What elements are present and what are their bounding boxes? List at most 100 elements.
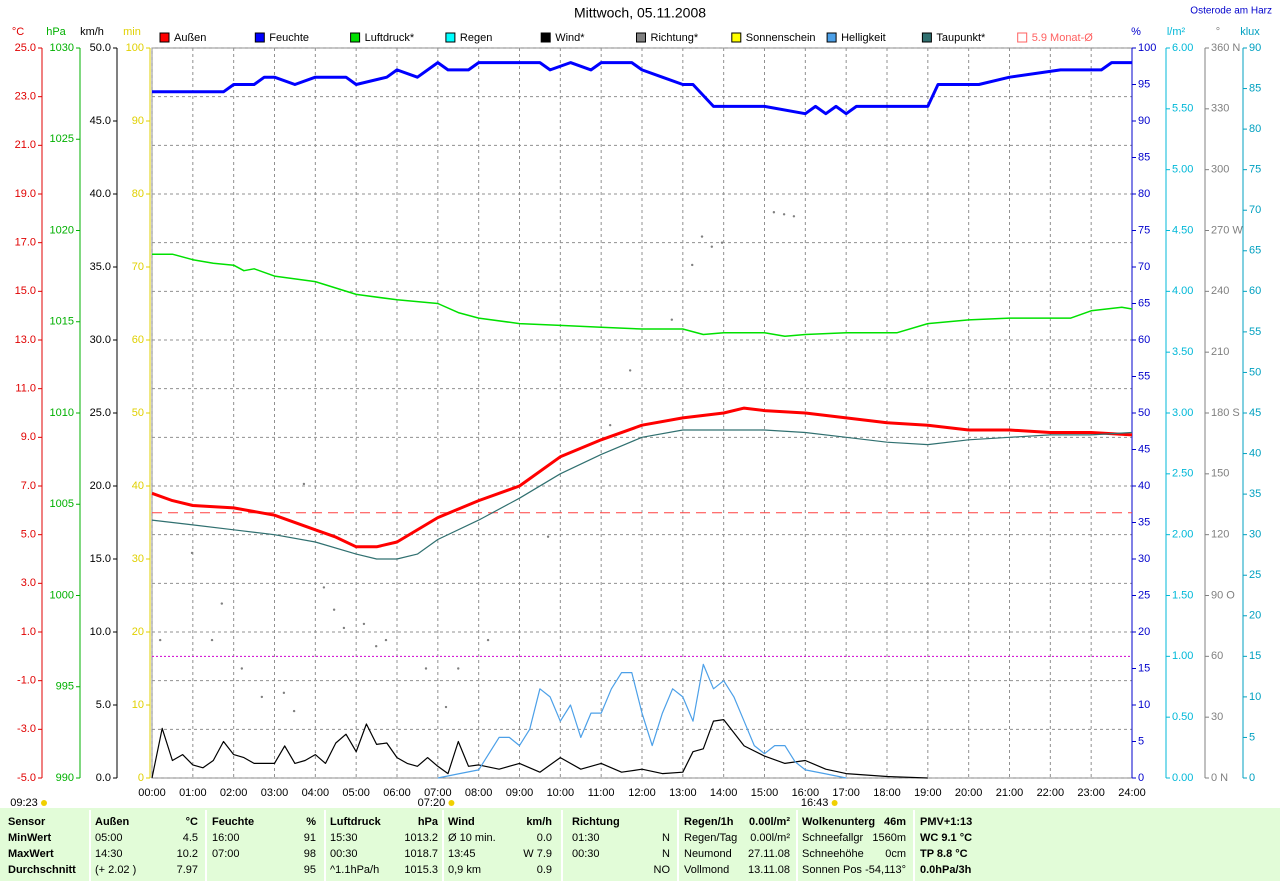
y-tick-label: 3.50 <box>1172 346 1193 358</box>
stats-cell: Vollmond <box>684 864 729 876</box>
y-tick-label: 50.0 <box>90 42 111 54</box>
stats-cell: 0,9 km <box>448 864 481 876</box>
y-tick-label: 23.0 <box>15 91 36 103</box>
y-tick-label: 1005 <box>50 498 74 510</box>
stats-cell: Durchschnitt <box>8 864 76 876</box>
x-tick-label: 21:00 <box>996 787 1024 799</box>
y-tick-label: 80 <box>1249 123 1261 135</box>
direction-dot <box>546 535 550 538</box>
x-tick-label: 00:00 <box>138 787 166 799</box>
legend-label: Taupunkt* <box>936 32 986 44</box>
stats-cell: 4.5 <box>183 832 198 844</box>
legend-swatch <box>731 32 742 43</box>
y-tick-label: 45 <box>1138 443 1150 455</box>
stats-cell: Luftdruck <box>330 816 382 828</box>
y-tick-label: 210 <box>1211 346 1229 358</box>
y-tick-label: 15.0 <box>90 553 111 565</box>
y-tick-label: 25.0 <box>90 407 111 419</box>
legend-label: Außen <box>174 32 206 44</box>
stats-cell: Wind <box>448 816 475 828</box>
y-tick-label: 90 <box>1138 115 1150 127</box>
direction-dot <box>190 551 194 555</box>
x-tick-label: 06:00 <box>383 787 411 799</box>
stats-cell: 91 <box>304 832 316 844</box>
axis-unit: l/m² <box>1167 26 1186 38</box>
stats-cell: N <box>662 848 670 860</box>
y-tick-label: 6.00 <box>1172 42 1193 54</box>
location: Osterode am Harz <box>1190 6 1272 17</box>
x-tick-label: 22:00 <box>1037 787 1065 799</box>
x-tick-label: 07:00 <box>424 787 452 799</box>
direction-dot <box>384 638 388 642</box>
stats-cell: hPa <box>418 816 439 828</box>
y-tick-label: 50 <box>1138 407 1150 419</box>
x-tick-label: 01:00 <box>179 787 207 799</box>
y-tick-label: 2.50 <box>1172 468 1193 480</box>
direction-dot <box>424 667 428 670</box>
y-tick-label: 300 <box>1211 164 1229 176</box>
y-tick-label: 360 N <box>1211 42 1240 54</box>
y-tick-label: 45.0 <box>90 115 111 127</box>
x-tick-label: 02:00 <box>220 787 248 799</box>
direction-dot <box>332 608 336 611</box>
x-tick-label: 18:00 <box>873 787 901 799</box>
direction-dot <box>772 211 776 214</box>
direction-dot <box>628 369 632 372</box>
y-tick-label: 60 <box>132 334 144 346</box>
y-tick-label: 10 <box>132 699 144 711</box>
axis-unit: klux <box>1240 26 1260 38</box>
y-tick-label: 45 <box>1249 407 1261 419</box>
stats-cell: 0.00l/m² <box>750 832 790 844</box>
legend-label: 5.9 Monat-Ø <box>1032 32 1094 44</box>
y-tick-label: 80 <box>1138 188 1150 200</box>
stats-cell: Feuchte <box>212 816 254 828</box>
y-tick-label: -1.0 <box>17 675 36 687</box>
y-tick-label: 90 O <box>1211 589 1235 601</box>
direction-dot <box>457 667 460 670</box>
series-line <box>437 663 847 779</box>
y-tick-label: -3.0 <box>17 723 36 735</box>
direction-dot <box>210 638 214 642</box>
y-tick-label: 19.0 <box>15 188 36 200</box>
x-tick-label: 09:00 <box>506 787 534 799</box>
stats-panel <box>0 808 1280 881</box>
x-tick-label: 12:00 <box>628 787 656 799</box>
stats-cell: NO <box>654 864 671 876</box>
y-tick-label: 20 <box>1138 626 1150 638</box>
direction-dot <box>220 602 224 605</box>
direction-dot <box>362 622 366 626</box>
y-tick-label: 1015 <box>50 316 74 328</box>
stats-cell: 13.11.08 <box>748 864 790 876</box>
direction-dot <box>282 691 286 695</box>
y-tick-label: 60 <box>1211 650 1223 662</box>
y-tick-label: 0 N <box>1211 772 1228 784</box>
y-tick-label: 5.0 <box>96 699 111 711</box>
y-tick-label: 1020 <box>50 224 74 236</box>
legend-swatch <box>636 32 646 43</box>
stats-cell: 0.00l/m² <box>749 816 790 828</box>
series-line <box>151 406 1133 549</box>
day-length: 09:23 <box>10 797 38 809</box>
legend-label: Feuchte <box>269 32 309 44</box>
axis-unit: °C <box>12 26 24 38</box>
direction-dot <box>260 695 264 699</box>
y-tick-label: 0 <box>1249 772 1255 784</box>
legend-swatch <box>350 32 361 43</box>
y-tick-label: 60 <box>1249 285 1261 297</box>
stats-cell: N <box>662 832 670 844</box>
legend-label: Luftdruck* <box>365 32 415 44</box>
y-tick-label: 100 <box>1138 42 1156 54</box>
stats-cell: TP 8.8 °C <box>920 848 968 860</box>
y-tick-label: 180 S <box>1211 407 1240 419</box>
y-tick-label: 60 <box>1138 334 1150 346</box>
y-tick-label: 85 <box>1138 151 1150 163</box>
stats-cell: 95 <box>304 864 316 876</box>
stats-cell: 05:00 <box>95 832 123 844</box>
legend-swatch <box>445 32 456 43</box>
stats-cell: Regen/Tag <box>684 832 737 844</box>
direction-dot <box>710 245 714 248</box>
stats-cell: Richtung <box>572 816 620 828</box>
x-tick-label: 08:00 <box>465 787 493 799</box>
y-tick-label: 30 <box>1211 711 1223 723</box>
y-tick-label: 20.0 <box>90 480 111 492</box>
